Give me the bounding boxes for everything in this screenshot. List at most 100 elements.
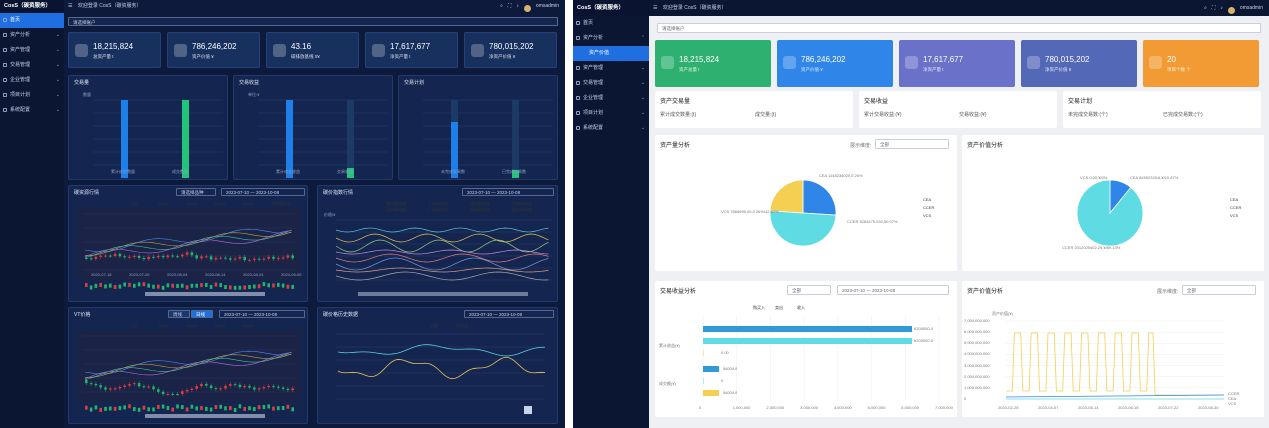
bar[interactable] [703, 326, 913, 332]
avatar[interactable] [523, 4, 531, 12]
dimension-select[interactable]: 全部 [1182, 285, 1256, 295]
zoom-slider[interactable] [145, 292, 265, 296]
menu-asset-value[interactable]: 资产价值 [573, 46, 649, 61]
legend-item[interactable]: 购买入 [753, 305, 765, 311]
legend-item[interactable]: 卖出 [775, 305, 783, 311]
menu-home[interactable]: 首页 [0, 13, 64, 28]
legend-item[interactable]: 湖北碳排放 [386, 201, 406, 207]
bar[interactable] [703, 390, 719, 396]
legend-item[interactable]: CCER [1230, 205, 1241, 210]
bar-chart[interactable] [399, 76, 559, 181]
bar[interactable] [182, 100, 189, 178]
value-pie-chart[interactable] [962, 135, 1264, 271]
pie-slice[interactable] [1076, 179, 1144, 247]
search-icon[interactable]: ⌕ [500, 3, 503, 9]
bar-chart[interactable] [69, 76, 229, 181]
legend-item[interactable]: 深圳碳排放 [386, 207, 406, 213]
bell-icon[interactable]: ♪ [516, 3, 519, 9]
menu-company[interactable]: 企业管理 ⌄ [573, 91, 649, 106]
bar[interactable] [703, 350, 704, 356]
menu-system[interactable]: 系统配置 ⌄ [0, 103, 64, 118]
legend-item[interactable]: 涨跌幅比例 [271, 201, 291, 207]
menu-plan[interactable]: 项目计划 ⌄ [573, 106, 649, 121]
menu-company[interactable]: 企业管理 ⌄ [0, 73, 64, 88]
legend-item[interactable]: 天津碳排放 [512, 201, 532, 207]
legend-item[interactable]: MA10 [187, 323, 197, 328]
filter-icon[interactable] [524, 406, 532, 414]
menu-system[interactable]: 系统配置 ⌄ [573, 121, 649, 136]
pie-slice[interactable] [802, 179, 837, 216]
legend-item[interactable]: 北京碳排放 [470, 201, 490, 207]
variety-select[interactable]: 请选择品种 [176, 188, 216, 196]
zoom-slider[interactable] [145, 414, 265, 418]
bar[interactable] [286, 100, 293, 178]
legend-item[interactable]: CEA [923, 197, 931, 202]
username[interactable]: omsadmin [1239, 5, 1263, 11]
bar[interactable] [451, 122, 458, 178]
kline-chart[interactable] [69, 186, 309, 303]
fullscreen-icon[interactable]: ⛶ [1211, 5, 1216, 11]
date-range[interactable]: 2023-07-10 — 2023-10-08 [221, 188, 305, 196]
legend-item[interactable]: VCS [923, 213, 931, 218]
day-tab[interactable]: 日线 [191, 310, 213, 318]
legend-item[interactable]: VCS [1230, 213, 1238, 218]
legend-item[interactable]: MA5 [159, 323, 167, 328]
legend-item[interactable]: 日K [131, 201, 138, 207]
legend-item[interactable]: MA20 [215, 323, 225, 328]
value-line-chart[interactable] [962, 281, 1264, 417]
dimension-select[interactable]: 全部 [875, 139, 949, 149]
menu-plan[interactable]: 项目计划 ⌄ [0, 88, 64, 103]
legend-item[interactable]: CCER [923, 205, 934, 210]
account-select[interactable]: 请选择账户 [68, 17, 558, 26]
bar[interactable] [703, 338, 913, 344]
legend-item[interactable]: MA10 [187, 201, 197, 206]
bar[interactable] [703, 366, 719, 372]
search-icon[interactable]: ⌕ [1204, 5, 1207, 11]
week-tab[interactable]: 周线 [168, 310, 190, 318]
pie-slice[interactable] [769, 179, 804, 214]
index-chart[interactable] [318, 186, 559, 303]
zoom-slider[interactable] [358, 292, 528, 296]
bar[interactable] [347, 168, 354, 178]
vt-chart[interactable] [69, 308, 309, 425]
avatar[interactable] [1227, 6, 1235, 14]
bar[interactable] [121, 100, 128, 178]
menu-home[interactable]: 首页 [573, 16, 649, 31]
menu-asset-manage[interactable]: 资产管理 ⌄ [0, 43, 64, 58]
bar[interactable] [703, 378, 704, 384]
date-range[interactable]: 2023-07-10 — 2023-10-08 [219, 310, 305, 318]
username[interactable]: omsadmin [535, 3, 559, 9]
menu-trade[interactable]: 交易管理 ⌄ [0, 58, 64, 73]
bar[interactable] [512, 170, 519, 178]
carbon-chart[interactable] [318, 308, 559, 425]
menu-toggle-icon[interactable]: ☰ [68, 3, 73, 9]
menu-toggle-icon[interactable]: ☰ [653, 5, 658, 11]
legend-item[interactable]: 重庆碳排放 [512, 207, 532, 213]
legend-item[interactable]: 广东碳排放 [428, 207, 448, 213]
account-select[interactable]: 请选择账户 [657, 23, 1261, 33]
pie-slice[interactable] [769, 210, 837, 247]
legend-item[interactable]: 上海碳排放 [428, 201, 448, 207]
fullscreen-icon[interactable]: ⛶ [507, 3, 512, 9]
legend-item[interactable]: 收入 [797, 305, 805, 311]
menu-asset-analysis[interactable]: 资产分析 ⌃ [573, 31, 649, 46]
legend-item[interactable]: 福建碳排放 [470, 207, 490, 213]
type-select[interactable]: 全部 [787, 285, 831, 295]
legend-item[interactable]: MA5 [159, 201, 167, 206]
bar-chart[interactable] [234, 76, 394, 181]
legend-item[interactable]: 日K [131, 323, 138, 329]
legend-item[interactable]: CEA [1230, 197, 1238, 202]
legend-item[interactable]: 成交量 [456, 323, 468, 329]
date-range[interactable]: 2023-07-10 — 2023-10-08 [462, 188, 554, 196]
legend-item[interactable]: MA30 [243, 323, 253, 328]
menu-asset-analysis[interactable]: 资产分析 ⌄ [0, 28, 64, 43]
bell-icon[interactable]: ♪ [1220, 5, 1223, 11]
menu-asset-manage[interactable]: 资产管理 ⌄ [573, 61, 649, 76]
date-range[interactable]: 2023-07-10 — 2023-10-08 [837, 285, 949, 295]
legend-item[interactable]: 价格 [430, 323, 438, 329]
legend-item[interactable]: MA20 [215, 201, 225, 206]
date-range[interactable]: 2023-07-10 — 2023-10-08 [464, 310, 554, 318]
legend-item[interactable]: MA30 [243, 201, 253, 206]
trade-bar-chart[interactable] [655, 281, 957, 417]
asset-pie-chart[interactable] [655, 135, 957, 271]
